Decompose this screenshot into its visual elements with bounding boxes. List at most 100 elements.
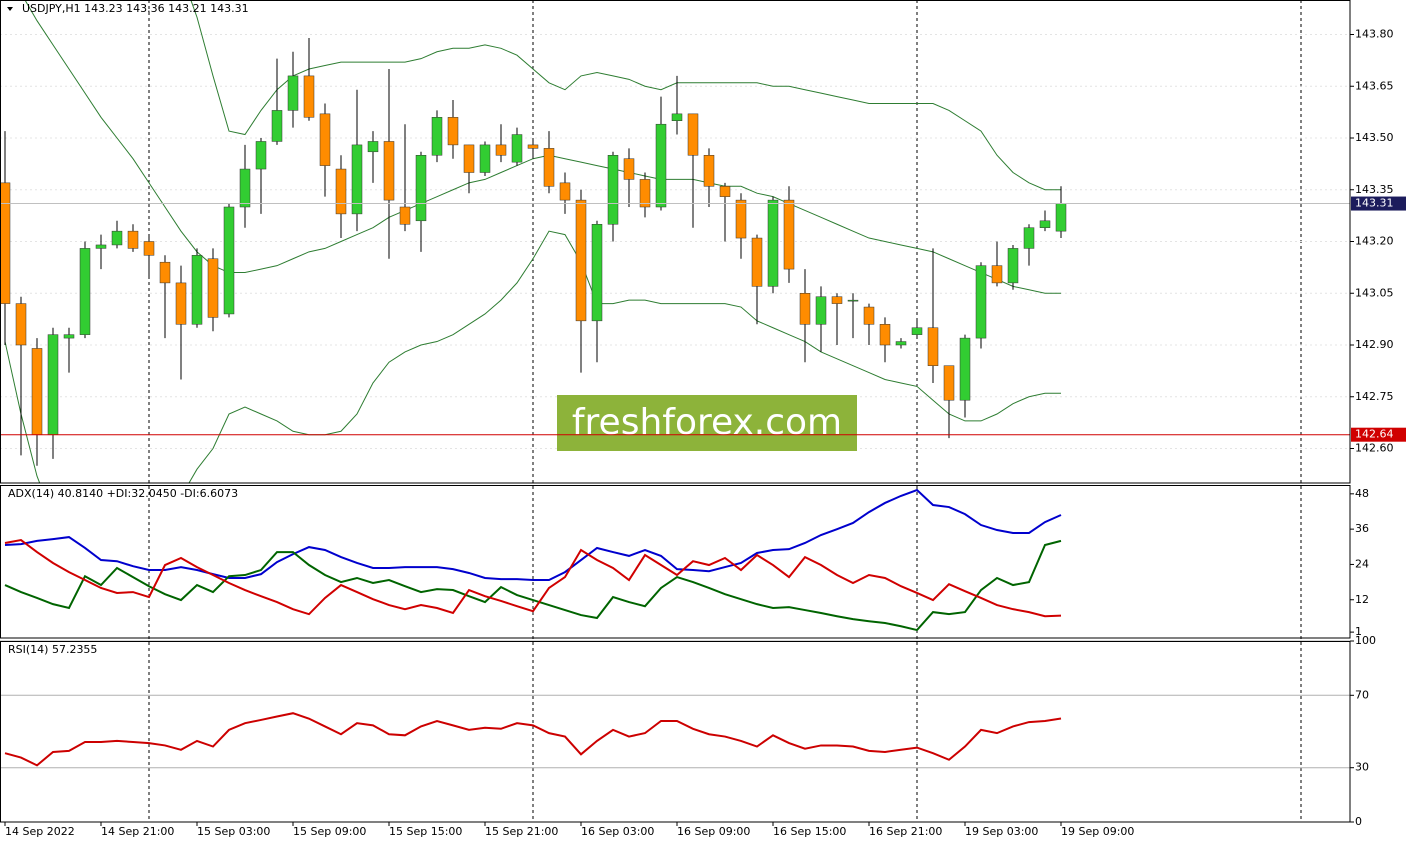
band-line xyxy=(190,0,1061,191)
level-label-box xyxy=(1351,427,1406,442)
watermark-box xyxy=(557,395,857,451)
candle-body xyxy=(303,75,315,118)
x-tick-label: 16 Sep 09:00 xyxy=(677,825,750,838)
y-tick-label: 100 xyxy=(1355,634,1376,647)
candle-body xyxy=(751,237,763,287)
watermark: freshforex.com xyxy=(572,402,842,443)
day-separators xyxy=(148,0,1302,822)
rsi-panel-frame xyxy=(0,641,1351,823)
candle-body xyxy=(719,186,731,197)
candle-body xyxy=(975,265,987,339)
y-tick-label: 0 xyxy=(1355,815,1362,828)
panel-title: USDJPY,H1 143.23 143.36 143.21 143.31 xyxy=(22,2,249,15)
candle-body xyxy=(127,230,139,249)
candle-body xyxy=(479,144,491,173)
adx-panel-frame xyxy=(0,485,1351,639)
x-tick-label: 14 Sep 21:00 xyxy=(101,825,174,838)
x-tick-label: 19 Sep 03:00 xyxy=(965,825,1038,838)
y-tick-label: 143.50 xyxy=(1355,131,1394,144)
y-tick-label: 143.20 xyxy=(1355,235,1394,248)
candle-body xyxy=(623,158,635,180)
y-tick-label: 24 xyxy=(1355,557,1369,570)
candle-body xyxy=(959,337,971,401)
x-tick-label: 16 Sep 03:00 xyxy=(581,825,654,838)
x-tick-label: 16 Sep 15:00 xyxy=(773,825,846,838)
indicator-line xyxy=(4,488,1062,582)
candle-body xyxy=(207,258,219,318)
price-label-box xyxy=(1351,196,1406,211)
y-tick-label: 143.65 xyxy=(1355,79,1394,92)
candle-body xyxy=(639,179,651,208)
candle-body xyxy=(63,334,75,339)
candle-body xyxy=(991,265,1003,284)
candle-body xyxy=(943,365,955,401)
indicator-line xyxy=(4,539,1062,632)
x-tick-label: 15 Sep 15:00 xyxy=(389,825,462,838)
candle-body xyxy=(735,199,747,239)
x-tick-label: 15 Sep 03:00 xyxy=(197,825,270,838)
y-tick-label: 12 xyxy=(1355,593,1369,606)
main-panel-frame xyxy=(0,0,1351,484)
candle-body xyxy=(895,341,907,346)
candle-body xyxy=(0,182,11,304)
y-tick-label: 142.75 xyxy=(1355,390,1394,403)
y-tick-label: 1 xyxy=(1355,625,1362,638)
candle-body xyxy=(879,324,891,346)
candle-body xyxy=(351,144,363,215)
candle-body xyxy=(495,144,507,156)
indicator-line xyxy=(4,538,1062,618)
candle-body xyxy=(687,113,699,156)
candle-body xyxy=(783,199,795,270)
candle-body xyxy=(463,144,475,173)
candle-body xyxy=(319,113,331,166)
y-tick-label: 143.80 xyxy=(1355,28,1394,41)
candle-body xyxy=(143,241,155,256)
candle-body xyxy=(31,348,43,435)
candle-body xyxy=(911,327,923,335)
x-tick-label: 14 Sep 2022 xyxy=(5,825,75,838)
x-tick-label: 19 Sep 09:00 xyxy=(1061,825,1134,838)
candle-body xyxy=(815,296,827,325)
candle-body xyxy=(671,113,683,121)
x-tick-label: 15 Sep 21:00 xyxy=(485,825,558,838)
candle-body xyxy=(367,141,379,153)
x-tick-label: 15 Sep 09:00 xyxy=(293,825,366,838)
candle-body xyxy=(831,296,843,304)
y-tick-label: 143.35 xyxy=(1355,183,1394,196)
candle-body xyxy=(1039,220,1051,228)
indicator-line xyxy=(4,712,1062,767)
candle-body xyxy=(527,144,539,149)
candle-body xyxy=(95,244,107,249)
candle-body xyxy=(271,110,283,142)
candle-body xyxy=(415,155,427,222)
candle-body xyxy=(255,141,267,170)
candle-body xyxy=(655,123,667,208)
candle-body xyxy=(191,255,203,325)
candle-body xyxy=(543,148,555,187)
y-tick-label: 30 xyxy=(1355,761,1369,774)
menu-arrow[interactable] xyxy=(7,7,13,11)
candle-body xyxy=(399,206,411,225)
candle-body xyxy=(335,168,347,215)
panel-title: ADX(14) 40.8140 +DI:32.0450 -DI:6.6073 xyxy=(8,487,238,500)
x-tick-label: 16 Sep 21:00 xyxy=(869,825,942,838)
candle-body xyxy=(159,261,171,284)
candle-body xyxy=(863,306,875,325)
candle-body xyxy=(1007,248,1019,284)
candle-body xyxy=(1023,227,1035,249)
price-label: 143.31 xyxy=(1355,197,1394,210)
level-label: 142.64 xyxy=(1355,428,1394,441)
candle-body xyxy=(175,282,187,325)
y-tick-label: 142.90 xyxy=(1355,338,1394,351)
candle-body xyxy=(559,182,571,201)
y-tick-label: 36 xyxy=(1355,522,1369,535)
candle-body xyxy=(575,199,587,322)
candle-body xyxy=(607,155,619,225)
y-tick-label: 142.60 xyxy=(1355,442,1394,455)
candle-body xyxy=(383,141,395,201)
candle-body xyxy=(239,168,251,208)
candle-body xyxy=(927,327,939,366)
candle-body xyxy=(287,75,299,111)
candle-body xyxy=(47,334,59,435)
